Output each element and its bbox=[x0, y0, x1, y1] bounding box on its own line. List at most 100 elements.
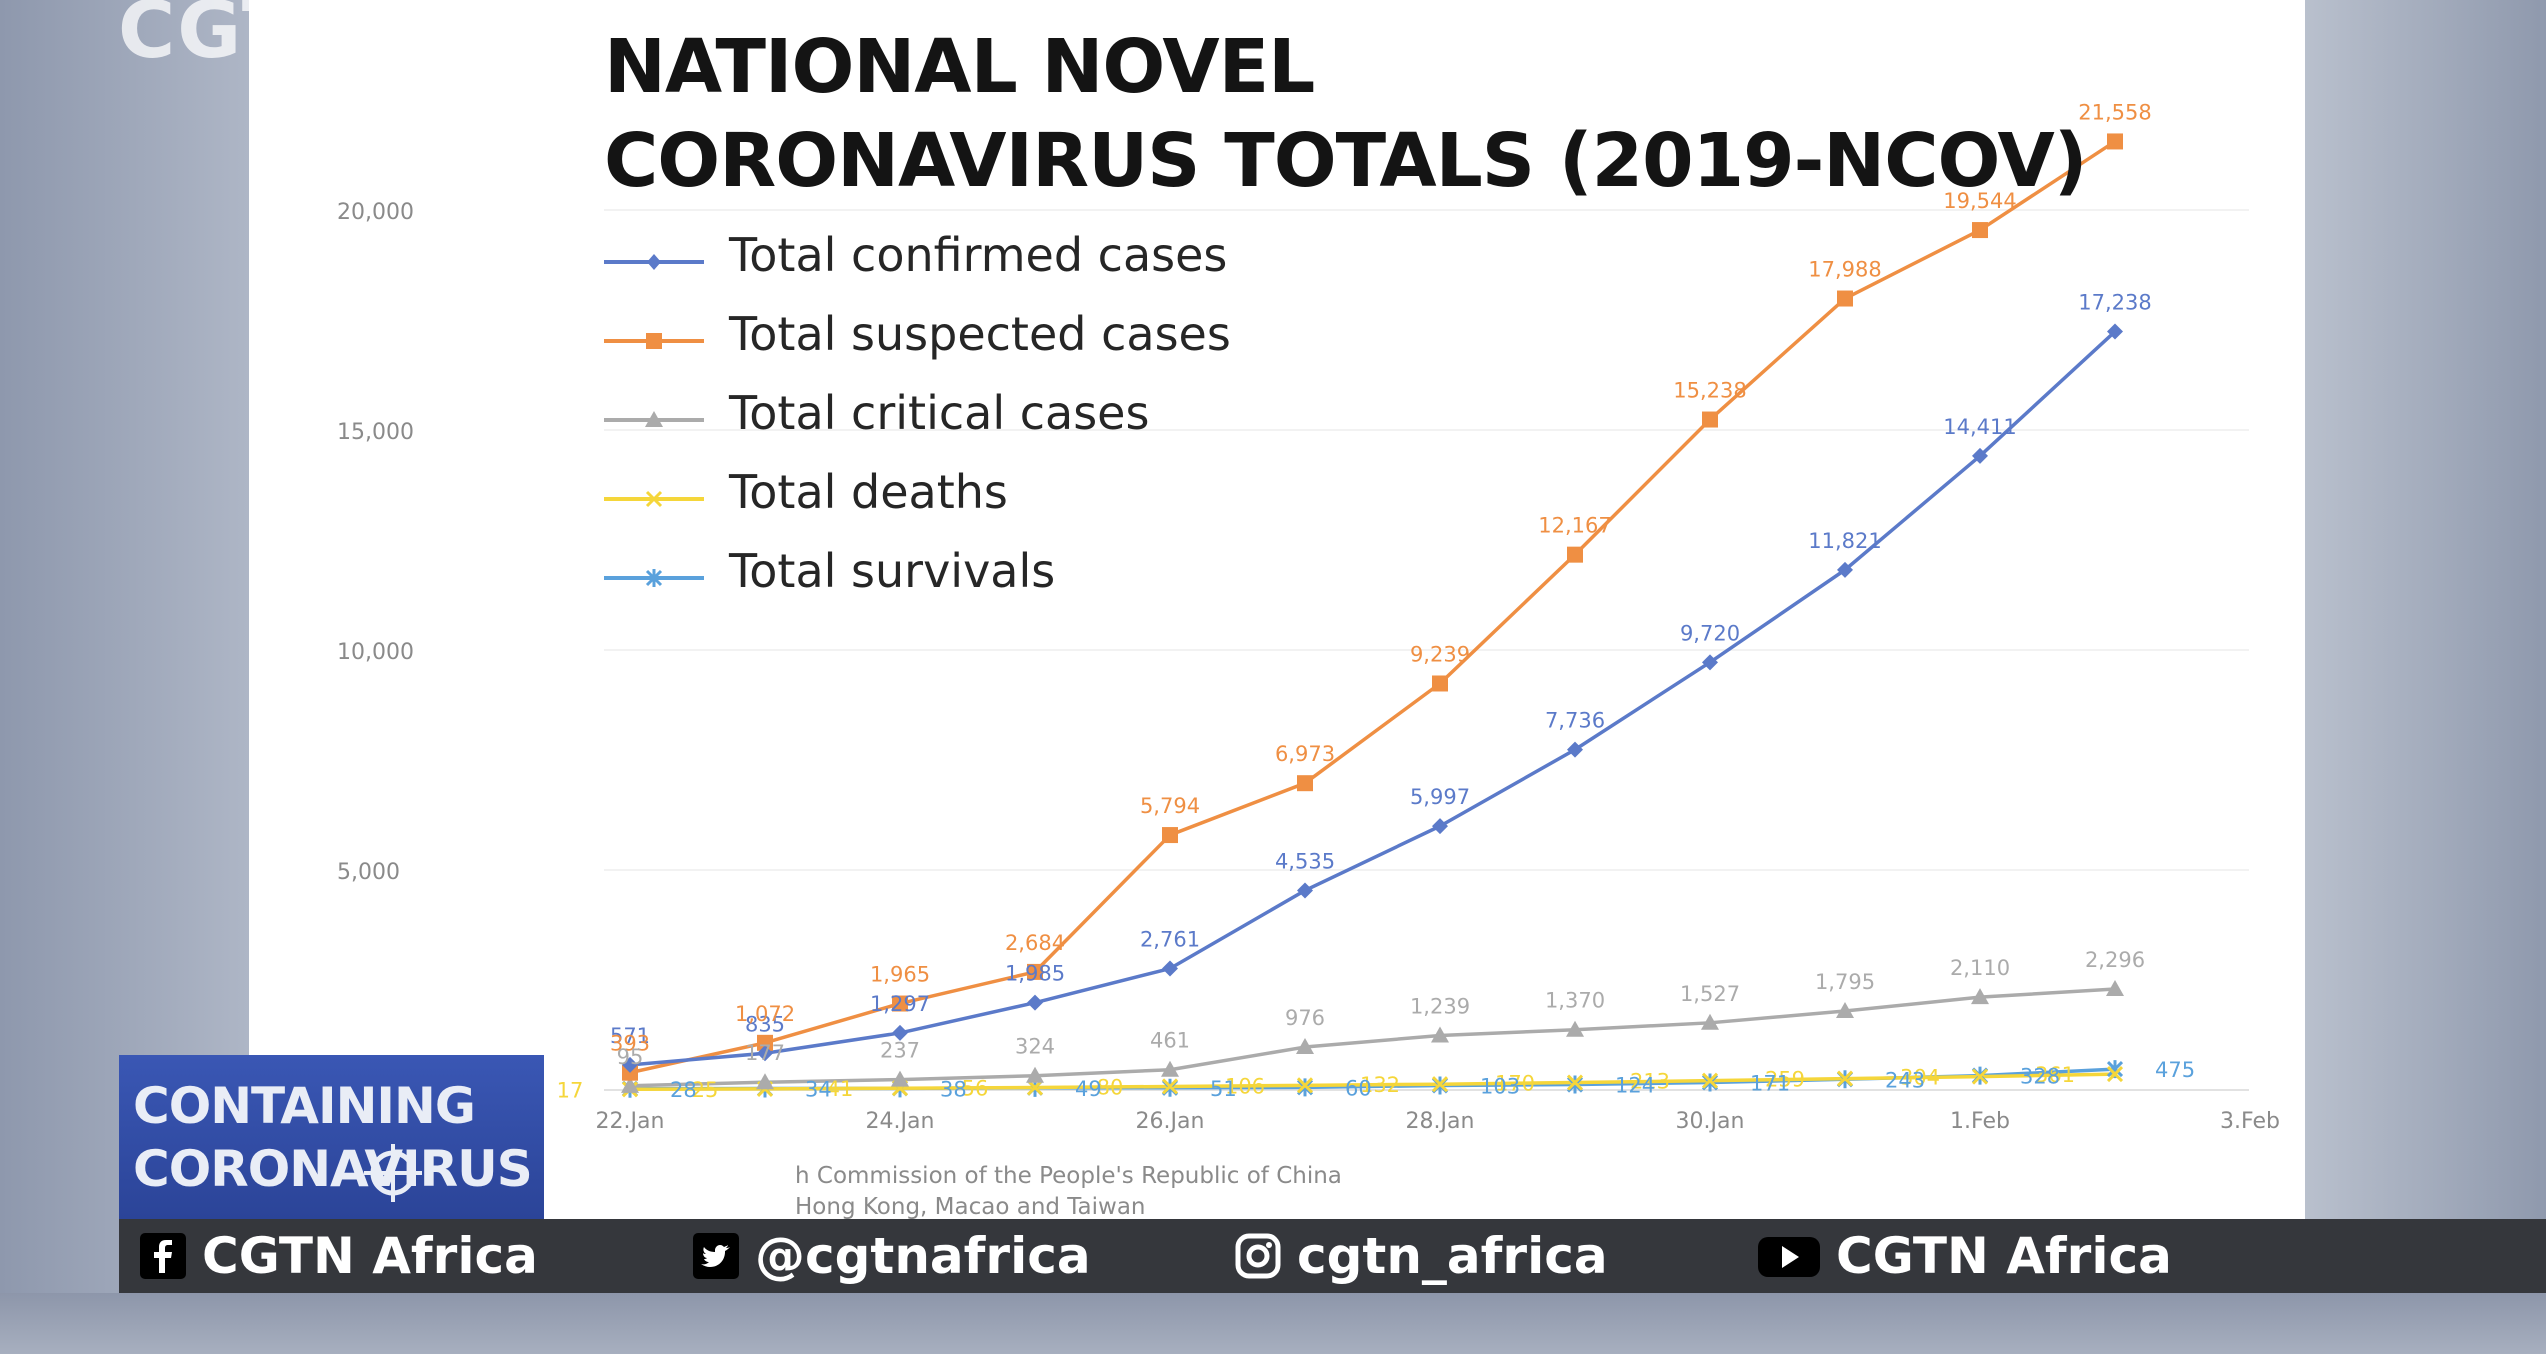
data-label: 1,072 bbox=[735, 1002, 795, 1026]
data-label: 103 bbox=[1480, 1074, 1520, 1098]
data-point bbox=[1161, 1078, 1179, 1095]
data-point bbox=[2107, 323, 2123, 340]
data-label: 9,239 bbox=[1410, 642, 1470, 666]
x-tick-label: 24.Jan bbox=[866, 1109, 935, 1134]
data-point bbox=[1161, 1060, 1179, 1077]
data-point bbox=[1971, 988, 1989, 1005]
data-label: 17,238 bbox=[2078, 291, 2151, 315]
data-label: 106 bbox=[1225, 1074, 1265, 1098]
data-label: 328 bbox=[2020, 1065, 2060, 1089]
data-label: 1,370 bbox=[1545, 989, 1605, 1013]
data-point bbox=[1026, 1066, 1044, 1083]
data-label: 1,795 bbox=[1815, 970, 1875, 994]
data-point bbox=[622, 1056, 638, 1073]
data-point bbox=[2107, 133, 2123, 150]
youtube-icon bbox=[1758, 1237, 1820, 1277]
data-point bbox=[1296, 1077, 1314, 1094]
y-tick-label: 15,000 bbox=[337, 420, 414, 445]
data-point bbox=[2106, 979, 2124, 996]
data-point bbox=[1566, 1020, 1584, 1037]
data-label: 12,167 bbox=[1538, 514, 1611, 538]
chart-title-line-2: CORONAVIRUS TOTALS (2019-NCOV) bbox=[604, 118, 2088, 204]
data-point bbox=[1431, 1076, 1449, 1093]
social-bar: CGTN Africa @cgtnafrica cgtn_africa CGTN… bbox=[119, 1219, 2546, 1293]
data-point bbox=[1297, 775, 1313, 792]
legend-swatch-critical bbox=[604, 411, 704, 427]
lower-third-line-2: CORONAVIRUS bbox=[133, 1140, 533, 1198]
social-facebook-label: CGTN Africa bbox=[202, 1227, 538, 1285]
source-line-1: h Commission of the People's Republic of… bbox=[795, 1163, 1342, 1189]
data-label: 60 bbox=[1345, 1076, 1372, 1100]
legend-label-deaths: Total deaths bbox=[729, 465, 1008, 519]
series-line bbox=[629, 1072, 2116, 1092]
social-twitter[interactable]: @cgtnafrica bbox=[693, 1219, 1091, 1293]
data-point bbox=[1837, 290, 1853, 307]
x-tick-label: 1.Feb bbox=[1950, 1109, 2010, 1134]
legend-swatch-suspected bbox=[604, 333, 704, 349]
x-tick-label: 28.Jan bbox=[1406, 1109, 1475, 1134]
data-label: 324 bbox=[1015, 1035, 1055, 1059]
data-label: 51 bbox=[1210, 1077, 1237, 1101]
data-point bbox=[1297, 882, 1313, 899]
social-facebook[interactable]: CGTN Africa bbox=[140, 1219, 538, 1293]
data-label: 170 bbox=[1495, 1072, 1535, 1096]
data-label: 304 bbox=[1900, 1066, 1940, 1090]
data-label: 1,965 bbox=[870, 963, 930, 987]
data-label: 124 bbox=[1615, 1074, 1655, 1098]
source-note: h Commission of the People's Republic of… bbox=[795, 1161, 1342, 1223]
legend-label-critical: Total critical cases bbox=[729, 386, 1150, 440]
data-label: 56 bbox=[962, 1077, 989, 1101]
data-label: 1,239 bbox=[1410, 994, 1470, 1018]
data-label: 243 bbox=[1885, 1068, 1925, 1092]
data-point bbox=[1567, 741, 1583, 758]
data-point bbox=[892, 995, 908, 1012]
data-label: 17,988 bbox=[1808, 258, 1881, 282]
legend-label-confirmed: Total confirmed cases bbox=[729, 228, 1228, 282]
data-point bbox=[756, 1073, 774, 1090]
x-tick-label: 22.Jan bbox=[596, 1109, 665, 1134]
y-tick-label: 20,000 bbox=[337, 200, 414, 225]
data-point bbox=[1567, 546, 1583, 563]
data-point bbox=[892, 1024, 908, 1041]
data-label: 571 bbox=[610, 1024, 650, 1048]
data-label: 17 bbox=[557, 1078, 584, 1102]
social-youtube[interactable]: CGTN Africa bbox=[1758, 1219, 2172, 1293]
social-instagram[interactable]: cgtn_africa bbox=[1235, 1219, 1608, 1293]
data-label: 11,821 bbox=[1808, 529, 1881, 553]
data-label: 41 bbox=[827, 1077, 854, 1101]
data-label: 15,238 bbox=[1673, 379, 1746, 403]
twitter-icon bbox=[693, 1233, 739, 1279]
data-label: 80 bbox=[1097, 1075, 1124, 1099]
data-label: 1,527 bbox=[1680, 982, 1740, 1006]
data-point bbox=[1296, 1038, 1314, 1055]
background-right bbox=[2305, 0, 2546, 1354]
y-tick-label: 10,000 bbox=[337, 640, 414, 665]
social-twitter-label: @cgtnafrica bbox=[755, 1227, 1091, 1285]
lower-third-line-1: CONTAINING bbox=[133, 1077, 476, 1135]
data-label: 49 bbox=[1075, 1077, 1102, 1101]
legend-label-survivals: Total survivals bbox=[729, 544, 1056, 598]
social-instagram-label: cgtn_africa bbox=[1297, 1227, 1608, 1285]
data-label: 6,973 bbox=[1275, 742, 1335, 766]
data-label: 21,558 bbox=[2078, 100, 2151, 124]
data-point bbox=[1971, 1068, 1989, 1085]
data-label: 475 bbox=[2155, 1058, 2195, 1082]
data-label: 237 bbox=[880, 1039, 920, 1063]
y-tick-label: 5,000 bbox=[337, 860, 400, 885]
series-line bbox=[629, 987, 2116, 1088]
legend-swatch-deaths bbox=[604, 490, 704, 508]
data-point bbox=[1972, 222, 1988, 239]
data-point bbox=[621, 1076, 639, 1093]
data-label: 34 bbox=[805, 1078, 832, 1102]
data-label: 14,411 bbox=[1943, 415, 2016, 439]
data-point bbox=[2106, 1066, 2124, 1083]
data-point bbox=[1027, 994, 1043, 1011]
data-point bbox=[757, 1034, 773, 1051]
line-chart: 5,000 10,000 15,000 20,000 22.Jan 24.Jan 26.Ja… bbox=[337, 100, 2280, 1134]
legend-swatch-confirmed bbox=[604, 254, 704, 270]
data-point bbox=[1702, 654, 1718, 671]
data-label: 28 bbox=[670, 1078, 697, 1102]
data-point bbox=[1836, 1070, 1854, 1087]
data-label: 19,544 bbox=[1943, 189, 2016, 213]
data-point bbox=[891, 1070, 909, 1087]
